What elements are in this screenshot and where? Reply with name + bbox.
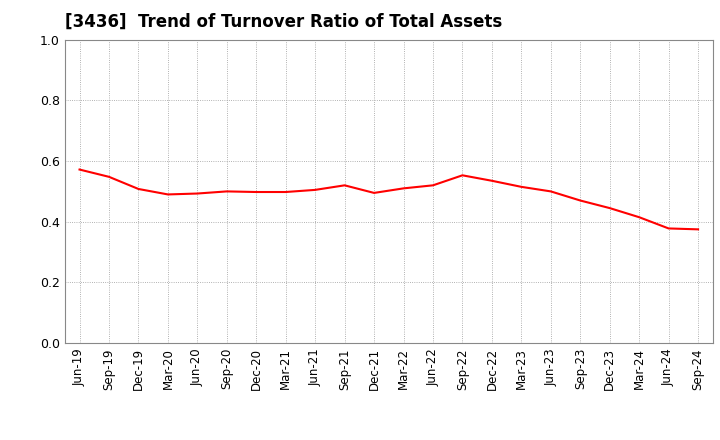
Text: [3436]  Trend of Turnover Ratio of Total Assets: [3436] Trend of Turnover Ratio of Total … (65, 13, 502, 31)
